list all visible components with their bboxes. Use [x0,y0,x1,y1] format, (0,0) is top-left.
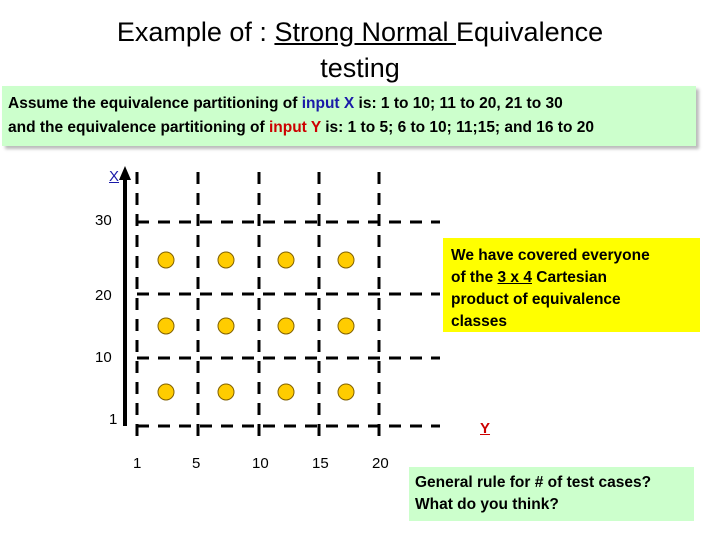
axis-arrow-up [119,166,131,180]
test-point [277,383,295,401]
test-point [217,251,235,269]
vertical-tick-label: 30 [95,212,112,229]
input-x-label: input X [301,95,355,112]
test-point [277,317,295,335]
assumption-text: is: 1 to 5; 6 to 10; 11;15; and 16 to 20 [320,119,594,136]
y-axis-label: Y [480,420,491,437]
test-points [157,251,355,401]
note-line: product of equivalence [451,291,621,308]
horizontal-tick-label: 20 [372,455,389,472]
assumption-line-2: and the equivalence partitioning of inpu… [8,116,690,140]
input-y-label: input Y [268,119,321,136]
note-underlined: 3 x 4 [497,269,532,286]
title-line-2: testing [320,53,400,83]
test-point [157,251,175,269]
title-prefix: Example of : [116,17,275,47]
test-point [337,383,355,401]
note-line: of the 3 x 4 Cartesian [451,267,692,289]
horizontal-tick-label: 10 [252,455,269,472]
test-point [337,251,355,269]
general-rule-box: General rule for # of test cases? What d… [409,467,694,521]
horizontal-tick-label: 1 [133,455,142,472]
note-text: Cartesian [531,269,607,286]
rule-line: General rule for # of test cases? [415,474,652,491]
vertical-tick-label: 20 [95,287,112,304]
assumption-text: is: 1 to 10; 11 to 20, 21 to 30 [354,95,563,112]
grid-lines [135,172,440,440]
horizontal-tick-label: 15 [312,455,329,472]
horizontal-tick-label: 5 [192,455,201,472]
assumption-text: and the equivalence partitioning of [8,119,269,136]
page-title: Example of : Strong Normal Equivalence t… [60,14,660,86]
x-axis-label: X [109,168,120,185]
note-text: of the [451,269,498,286]
note-line: classes [451,313,508,330]
assumption-text: Assume the equivalence partitioning of [8,95,302,112]
test-point [277,251,295,269]
note-line: We have covered everyone [451,247,650,264]
test-point [157,317,175,335]
test-point [217,317,235,335]
test-point [157,383,175,401]
assumption-box: Assume the equivalence partitioning of i… [2,86,696,146]
title-rest: Equivalence [456,17,604,47]
title-line-1: Example of : Strong Normal Equivalence [60,14,660,50]
title-underlined: Strong Normal [274,17,457,47]
assumption-line-1: Assume the equivalence partitioning of i… [8,92,690,116]
test-point [217,383,235,401]
test-point [337,317,355,335]
rule-line: What do you think? [415,496,559,513]
vertical-tick-label: 10 [95,349,112,366]
vertical-tick-label: 1 [109,411,118,428]
cartesian-note: We have covered everyone of the 3 x 4 Ca… [443,238,700,332]
